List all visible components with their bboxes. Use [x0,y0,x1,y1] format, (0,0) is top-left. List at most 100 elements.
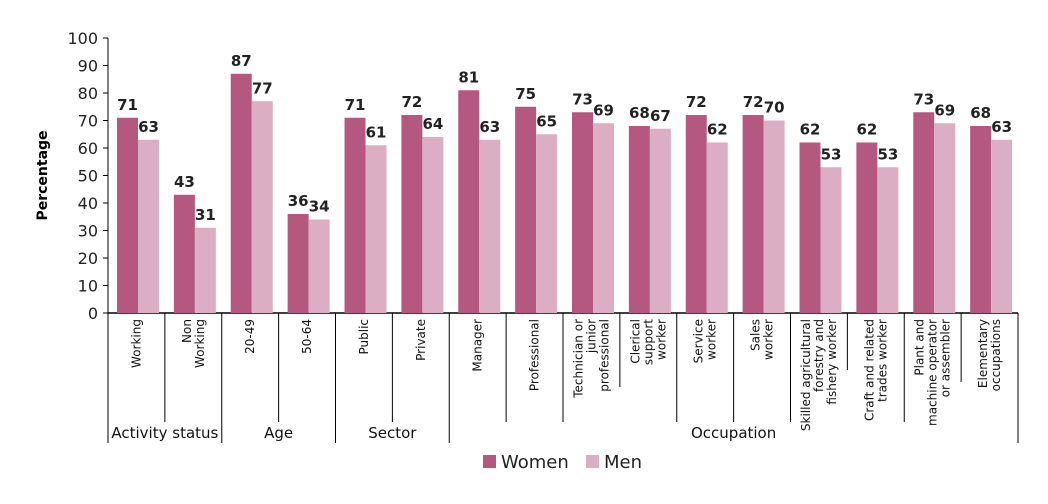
y-tick-label: 30 [78,222,98,241]
x-tick-label: Technician or [571,319,585,399]
x-tick-label: worker [654,319,668,360]
data-label: 53 [821,145,842,163]
y-tick-label: 60 [78,139,98,158]
bar-men [251,101,273,313]
data-label: 63 [991,118,1012,136]
group-label: Age [264,424,293,442]
y-tick-label: 0 [88,304,98,323]
y-tick-label: 100 [67,29,98,48]
bar-men [194,227,216,313]
y-tick-label: 10 [78,277,98,296]
x-tick-label: professional [597,319,611,392]
bar-women [458,90,480,313]
data-label: 81 [458,68,479,86]
x-tick-label: occupations [989,319,1003,391]
bar-women [230,73,252,313]
bar-women [287,214,309,313]
data-label: 70 [764,99,785,117]
x-tick-label: Plant and [913,319,927,376]
y-tick-label: 80 [78,84,98,103]
y-tick-label: 50 [78,167,98,186]
data-label: 72 [686,93,707,111]
bar-men [820,167,842,313]
data-label: 69 [593,101,614,119]
data-label: 62 [707,121,728,139]
data-label: 77 [252,79,273,97]
data-label: 31 [195,206,216,224]
x-tick-label: trades worker [875,319,889,402]
x-tick-label: worker [762,319,776,360]
x-tick-label: forestry and [812,319,826,392]
x-tick-label: Professional [528,319,542,391]
bar-women [742,115,764,313]
x-tick-label: machine operator [926,319,940,426]
bar-men [706,142,728,313]
x-tick-label: support [641,319,655,365]
x-tick-label: Working [129,319,143,368]
x-tick-label: Service [692,319,706,363]
data-label: 61 [366,123,387,141]
bar-women [173,194,195,313]
data-label: 43 [174,173,195,191]
data-label: 63 [138,118,159,136]
bar-women [913,112,935,313]
y-axis-title: Percentage [35,130,51,220]
bar-men [365,145,387,313]
bar-men [593,123,614,313]
x-tick-label: Clerical [628,319,642,364]
x-tick-label: Private [414,319,428,361]
x-tick-label: Craft and related [862,319,876,421]
y-tick-label: 40 [78,194,98,213]
data-label: 72 [401,93,422,111]
x-tick-label: 50-64 [300,319,314,354]
group-label: Occupation [691,424,776,442]
bar-women [856,142,878,313]
bar-women [970,126,992,313]
data-label: 34 [309,198,330,216]
x-tick-label: fishery worker [825,319,839,405]
bar-women [401,115,423,313]
group-label: Activity status [111,424,218,442]
data-label: 53 [877,145,898,163]
legend-label-men: Men [604,452,642,473]
bar-men [934,123,956,313]
bar-women [799,142,821,313]
legend-swatch-men [586,455,599,468]
bar-men [536,134,558,313]
legend-swatch-women [483,455,496,468]
data-label: 68 [629,104,650,122]
bar-women [117,117,138,313]
x-tick-label: Skilled agricultural [799,319,813,431]
bar-men [649,128,671,313]
data-label: 69 [934,101,955,119]
x-tick-label: Manager [471,319,485,372]
bar-women [685,115,707,313]
x-tick-label: Non [180,319,194,343]
data-label: 71 [117,96,138,114]
bar-men [479,139,501,313]
data-label: 72 [743,93,764,111]
legend-label-women: Women [501,452,569,473]
y-tick-label: 70 [78,112,98,131]
bar-men [877,167,899,313]
bar-men [422,137,444,313]
bar-men [763,120,785,313]
data-label: 63 [479,118,500,136]
bar-men [138,139,159,313]
data-label: 75 [515,85,536,103]
bar-women [515,106,537,313]
y-tick-label: 20 [78,249,98,268]
x-tick-label: junior [584,319,598,354]
bar-women [572,112,593,313]
data-label: 65 [536,112,557,130]
bar-men [308,219,330,313]
data-label: 62 [800,121,821,139]
data-label: 87 [231,52,252,70]
data-label: 73 [572,90,593,108]
y-tick-label: 90 [78,57,98,76]
x-tick-label: Sales [749,319,763,351]
data-label: 62 [856,121,877,139]
data-label: 73 [913,90,934,108]
